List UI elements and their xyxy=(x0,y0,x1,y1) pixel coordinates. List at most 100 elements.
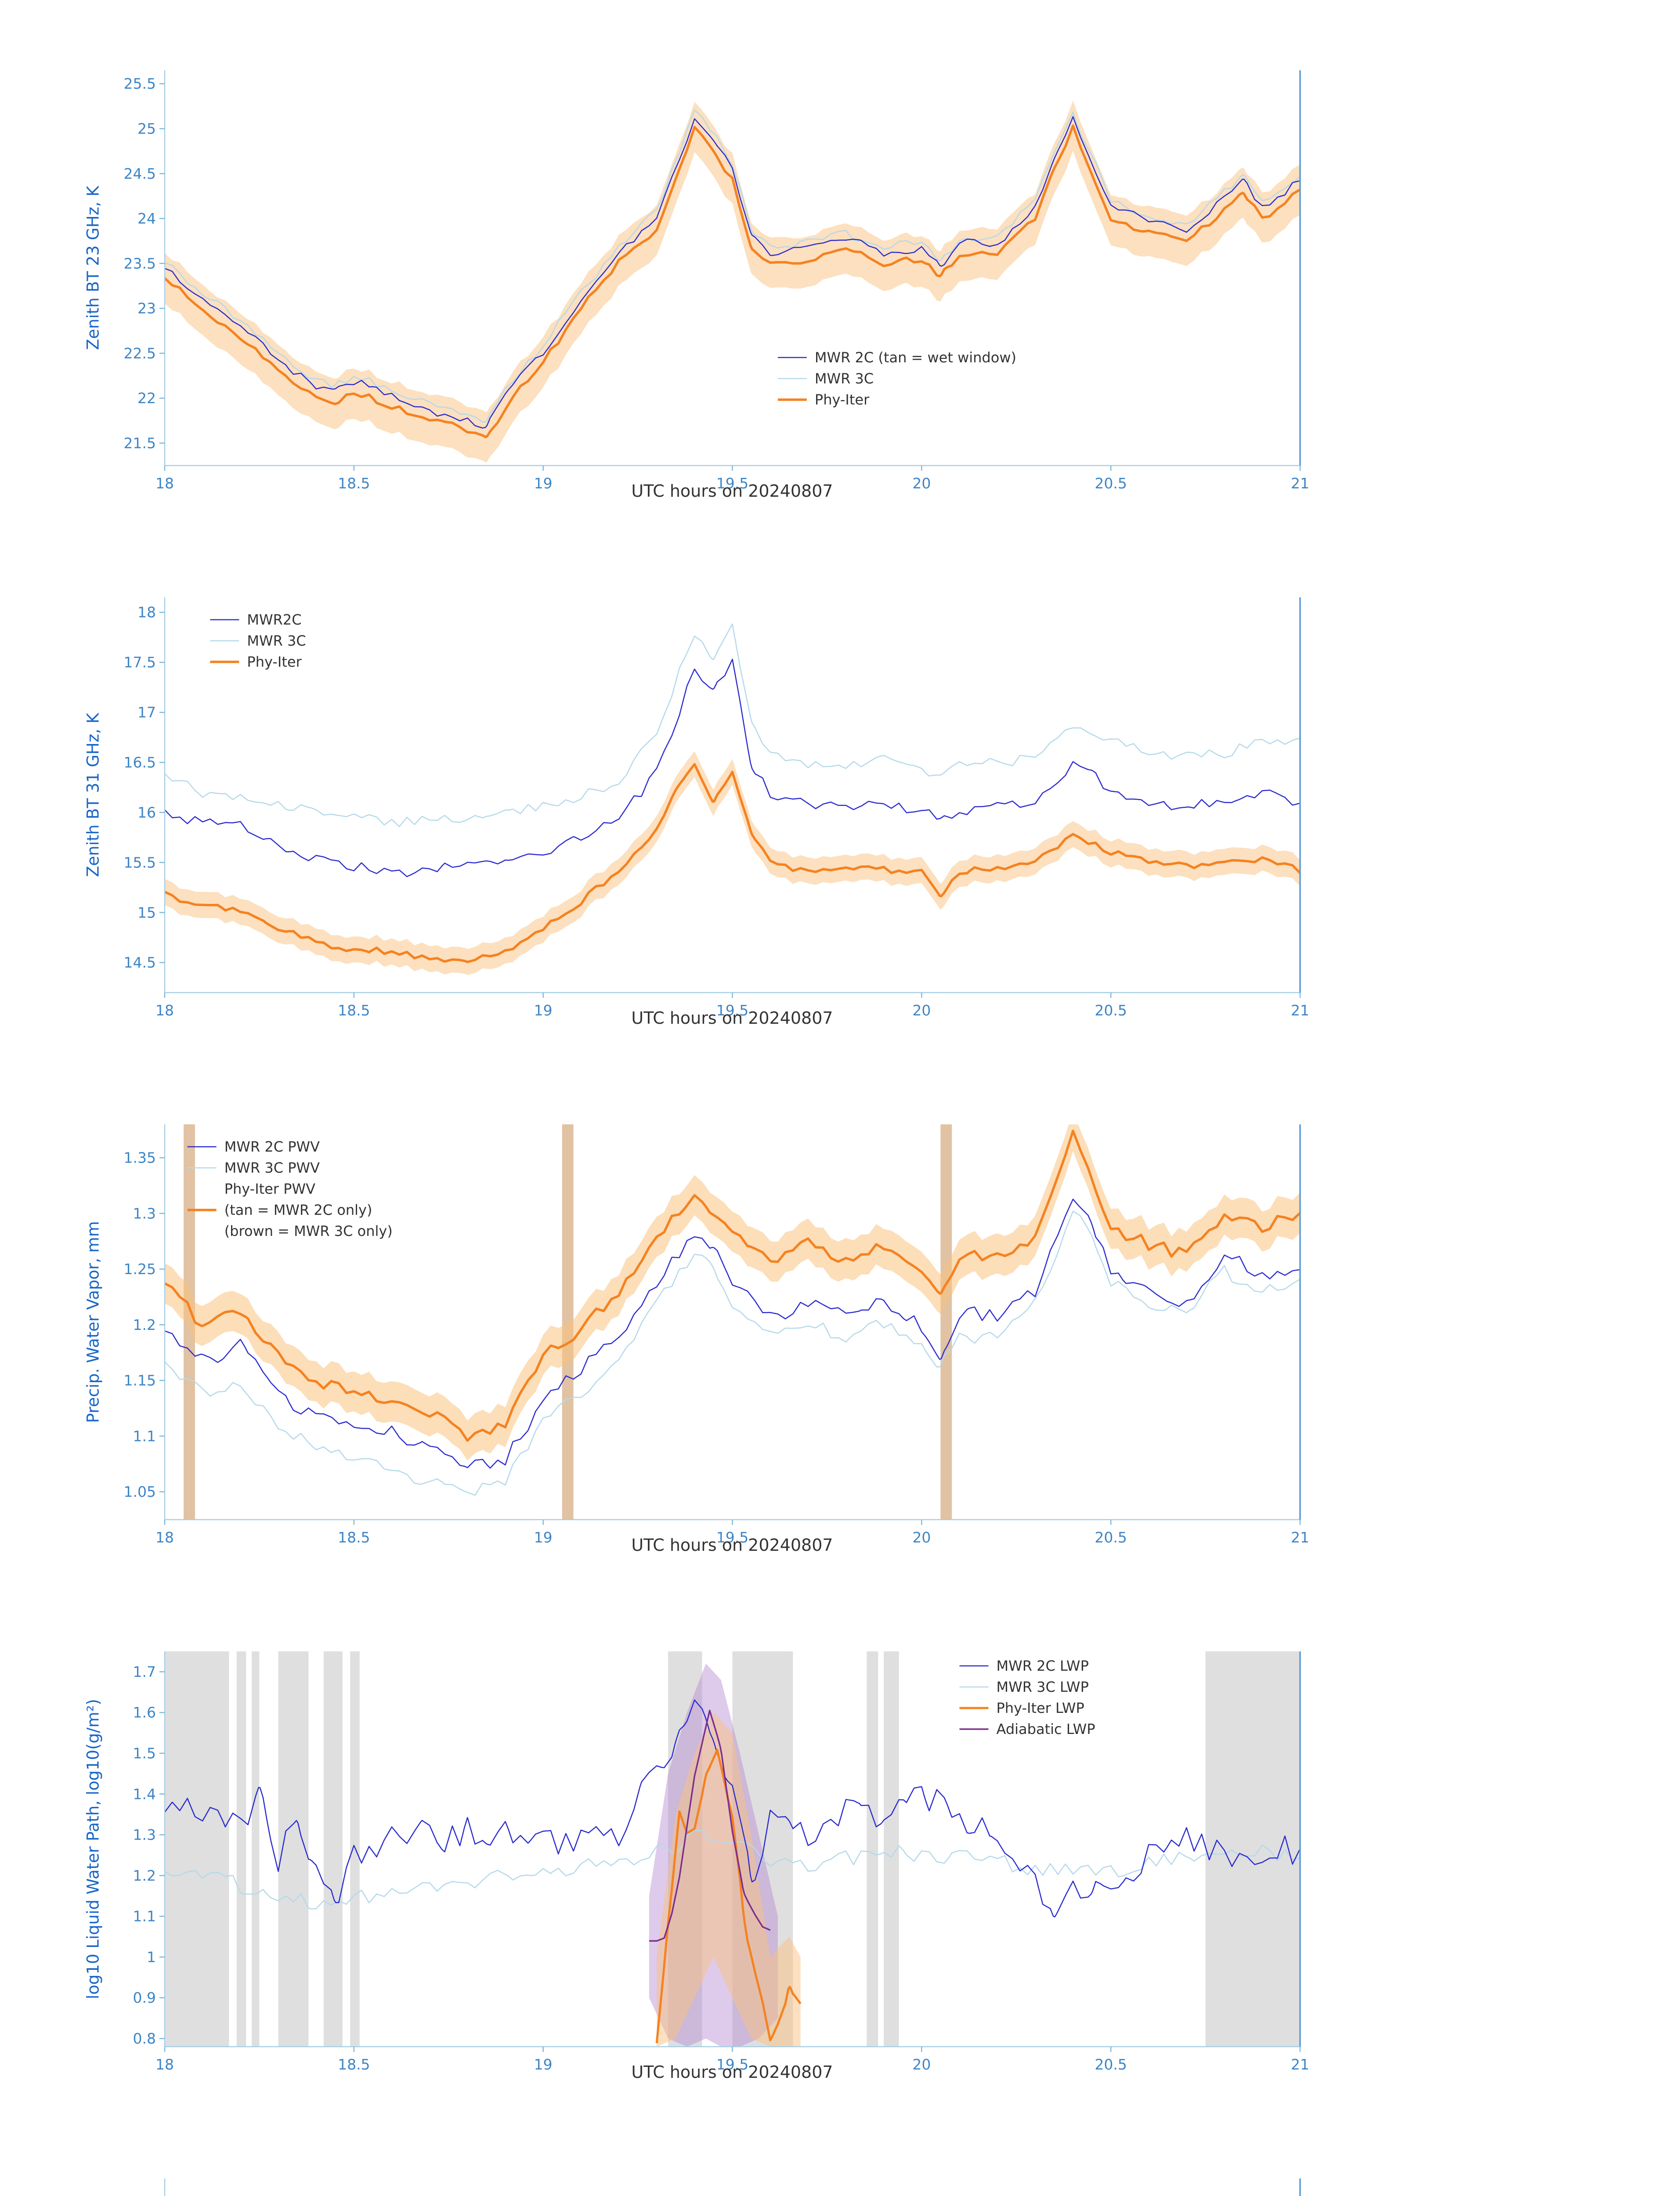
series-line xyxy=(649,1709,771,1942)
series-line xyxy=(165,116,1300,429)
plot-area xyxy=(165,1651,1300,2047)
x-tick-label: 19.5 xyxy=(716,2056,748,2073)
y-tick-label: 1.05 xyxy=(124,1483,156,1500)
x-tick-label: 19 xyxy=(534,1002,553,1019)
y-tick-label: 14.5 xyxy=(124,954,156,971)
shaded-band xyxy=(940,1124,952,1520)
y-tick-label: 0.8 xyxy=(133,2030,156,2047)
x-tick-label: 21 xyxy=(1291,1529,1309,1546)
y-tick-label: 1.5 xyxy=(133,1745,156,1762)
x-tick-label: 19 xyxy=(534,2056,553,2073)
y-tick-label: 16 xyxy=(137,804,156,821)
x-tick-label: 19.5 xyxy=(716,475,748,492)
x-tick-label: 18 xyxy=(155,2056,174,2073)
panel-bt23: 18 18.5 19 19.5 20 20.5 21 21.5 22 22.5 23 23.5 24 24… xyxy=(0,0,1680,527)
y-axis-label-lwp: log10 Liquid Water Path, log10(g/m²) xyxy=(83,1699,103,1999)
x-tick-label: 19.5 xyxy=(716,1529,748,1546)
y-tick-label: 22.5 xyxy=(124,345,156,362)
series-line xyxy=(165,109,1300,423)
x-tick-label: 20 xyxy=(912,1002,931,1019)
shaded-band xyxy=(323,1651,343,2047)
y-tick-label: 1.4 xyxy=(133,1785,156,1802)
plot-area xyxy=(165,100,1300,463)
x-tick-label: 20.5 xyxy=(1095,2056,1127,2073)
shaded-band xyxy=(252,1651,260,2047)
uncertainty-band xyxy=(165,751,1300,975)
legend-entry-label: Phy-Iter xyxy=(247,654,302,670)
y-tick-label: 1.35 xyxy=(124,1149,156,1167)
plot-area xyxy=(165,1124,1300,1520)
legend-entry-label: Adiabatic LWP xyxy=(997,1721,1095,1737)
plot-bt23-chart: 18 18.5 19 19.5 20 20.5 21 21.5 22 22.5 23 23.5 24 24… xyxy=(124,70,1309,492)
x-axis-label-bt23: UTC hours on 20240807 xyxy=(631,481,833,501)
series-line xyxy=(165,1699,1300,1918)
x-axis-label-pwv: UTC hours on 20240807 xyxy=(631,1535,833,1555)
y-tick-label: 25 xyxy=(137,120,156,137)
panel-lwp: 18 18.5 19 19.5 20 20.5 21 0.8 0.9 1 1.1 1.2 1.3 1.4 1… xyxy=(0,1581,1680,2108)
x-axis-label-lwp: UTC hours on 20240807 xyxy=(631,2062,833,2082)
y-tick-label: 1.6 xyxy=(133,1704,156,1721)
uncertainty-band xyxy=(165,1124,1300,1461)
shaded-band xyxy=(236,1651,246,2047)
plot-area xyxy=(165,623,1300,975)
legend-entry-label: Phy-Iter LWP xyxy=(997,1700,1084,1716)
x-tick-label: 20.5 xyxy=(1095,475,1127,492)
legend-entry-label: Phy-Iter PWV xyxy=(224,1181,315,1197)
x-axis-label-bt31: UTC hours on 20240807 xyxy=(631,1008,833,1028)
y-tick-label: 24 xyxy=(137,210,156,227)
legend-entry-label: (tan = MWR 2C only) xyxy=(224,1202,372,1218)
shaded-band xyxy=(350,1651,360,2047)
x-tick-label: 19.5 xyxy=(716,1002,748,1019)
legend-entry-label: MWR 2C LWP xyxy=(997,1658,1089,1674)
x-tick-label: 18.5 xyxy=(338,1002,370,1019)
x-tick-label: 18.5 xyxy=(338,475,370,492)
y-axis-label-pwv: Precip. Water Vapor, mm xyxy=(83,1221,103,1423)
y-tick-label: 0.9 xyxy=(133,1989,156,2006)
y-tick-label: 16.5 xyxy=(124,754,156,771)
series-line xyxy=(165,1210,1300,1496)
x-tick-label: 20 xyxy=(912,1529,931,1546)
series-line xyxy=(165,658,1300,878)
y-tick-label: 1.25 xyxy=(124,1261,156,1278)
x-tick-label: 21 xyxy=(1291,1002,1309,1019)
shaded-band xyxy=(278,1651,309,2047)
legend-entry-label: (brown = MWR 3C only) xyxy=(224,1223,393,1239)
y-tick-label: 17.5 xyxy=(124,654,156,671)
x-tick-label: 20 xyxy=(912,2056,931,2073)
x-tick-label: 21 xyxy=(1291,475,1309,492)
series-line xyxy=(165,124,1300,438)
x-tick-label: 18 xyxy=(155,475,174,492)
plot-pwv-chart: 18 18.5 19 19.5 20 20.5 21 1.05 1.1 1.15 1.2 1.25 1.… xyxy=(124,1124,1309,1546)
y-tick-label: 23 xyxy=(137,300,156,317)
y-tick-label: 22 xyxy=(137,390,156,407)
panel-pwv: 18 18.5 19 19.5 20 20.5 21 1.05 1.1 1.15 1.2 1.25 1.… xyxy=(0,1054,1680,1581)
series-line xyxy=(165,1130,1300,1442)
x-tick-label: 19 xyxy=(534,475,553,492)
series-line xyxy=(165,623,1300,827)
y-tick-label: 25.5 xyxy=(124,75,156,92)
x-tick-label: 20.5 xyxy=(1095,1529,1127,1546)
x-tick-label: 18 xyxy=(155,1529,174,1546)
y-tick-label: 1.2 xyxy=(133,1316,156,1333)
legend-entry-label: MWR 3C PWV xyxy=(224,1159,320,1176)
x-tick-label: 18 xyxy=(155,1002,174,1019)
y-tick-label: 15.5 xyxy=(124,854,156,871)
y-tick-label: 1.1 xyxy=(133,1908,156,1925)
uncertainty-band xyxy=(165,100,1300,463)
plot-lwp-chart: 18 18.5 19 19.5 20 20.5 21 0.8 0.9 1 1.1 1.2 1.3 1.4 1… xyxy=(133,1651,1309,2073)
series-line xyxy=(165,1829,1300,1910)
y-axis-label-bt31: Zenith BT 31 GHz, K xyxy=(83,713,103,877)
shaded-band xyxy=(165,1651,229,2047)
y-tick-label: 1.3 xyxy=(133,1205,156,1222)
shaded-band xyxy=(867,1651,878,2047)
x-tick-label: 21 xyxy=(1291,2056,1309,2073)
plot-bt31-chart: 18 18.5 19 19.5 20 20.5 21 14.5 15 15.5 16 16.5 17 17… xyxy=(124,597,1309,1019)
series-line xyxy=(165,1199,1300,1469)
y-tick-label: 17 xyxy=(137,704,156,721)
y-tick-label: 1.15 xyxy=(124,1372,156,1389)
y-axis-label-bt23: Zenith BT 23 GHz, K xyxy=(83,186,103,350)
legend-entry-label: Phy-Iter xyxy=(815,391,870,408)
